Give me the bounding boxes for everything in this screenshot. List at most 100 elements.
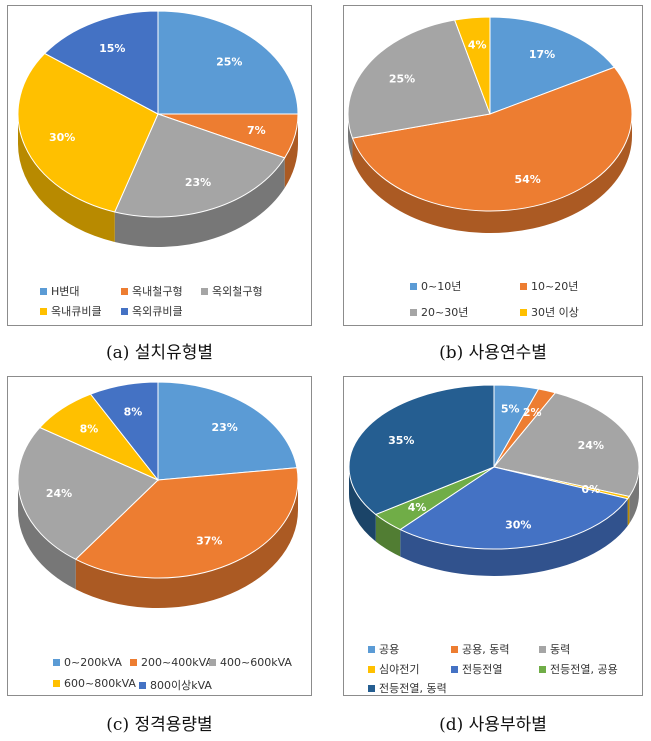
legend-label: 옥내큐비클 <box>51 305 102 318</box>
legend-label: 동력 <box>550 643 571 656</box>
pie-data-label: 23% <box>185 176 211 189</box>
legend-label: 800이상kVA <box>150 679 212 692</box>
legend-label: 옥외철구형 <box>212 285 263 298</box>
pie-slice <box>74 467 299 579</box>
pie-top-faces <box>347 16 633 212</box>
legend-swatch <box>539 665 546 673</box>
legend-swatch <box>410 308 417 316</box>
pie-slice <box>351 66 633 212</box>
pie-slice <box>157 381 298 481</box>
legend-label: 옥외큐비클 <box>132 305 183 318</box>
legend-swatch <box>121 287 128 295</box>
legend-swatch <box>209 659 216 666</box>
legend-label: 전등전열 <box>462 663 503 676</box>
legend-item: 옥외철구형 <box>201 283 263 299</box>
pie-slice <box>43 10 159 115</box>
pie-data-labels: 25% 7% 23% 30% 15% <box>49 42 266 189</box>
legend-swatch <box>410 282 417 290</box>
pie-chart-load-usage: 5% 2% 24% 0% 30% 4% 35% <box>348 384 640 576</box>
pie-data-label: 7% <box>247 124 266 137</box>
pie-slice-side <box>375 514 401 557</box>
caption-install-type: (a) 설치유형별 <box>105 343 213 363</box>
pie-slice <box>348 384 495 516</box>
pie-slice-side <box>348 114 353 161</box>
pie-side-walls <box>348 114 632 233</box>
legend-item: 20~30년 <box>410 304 468 320</box>
legend-item: 전등전열, 동력 <box>368 680 447 696</box>
legend-item: 30년 이상 <box>520 304 579 320</box>
legend-item: 심야전기 <box>368 661 419 677</box>
pie-slice-side <box>284 114 298 188</box>
pie-slice <box>493 392 640 498</box>
legend-item: 옥내큐비클 <box>40 303 102 319</box>
pie-data-label: 37% <box>196 535 222 548</box>
pie-chart-years-used: 17% 54% 25% 4% <box>347 16 633 233</box>
pie-data-label: 30% <box>49 131 75 144</box>
legend-item: 600~800kVA <box>53 677 136 690</box>
pie-slice <box>17 52 159 213</box>
legend-swatch <box>53 659 60 666</box>
legend-swatch <box>451 645 458 653</box>
pie-data-label: 25% <box>389 72 415 85</box>
caption-years-used: (b) 사용연수별 <box>439 343 547 363</box>
legend-item: 400~600kVA <box>209 656 292 669</box>
legend-item: 공용 <box>368 641 399 657</box>
pie-data-label: 35% <box>388 434 414 447</box>
legend-label: 심야전기 <box>379 663 420 676</box>
caption-load-usage: (d) 사용부하별 <box>439 715 547 735</box>
legend-label: 0~10년 <box>421 280 462 293</box>
pie-slice-side <box>18 480 76 590</box>
legend-item: 200~400kVA <box>130 656 213 669</box>
pie-slice-side <box>75 480 298 608</box>
pie-slice <box>454 16 491 115</box>
pie-slice-side <box>114 157 285 247</box>
pie-data-label: 54% <box>514 173 540 186</box>
chart-panel-rated-capacity: 23% 37% 24% 8% 8% 0~200kVA 200~400kVA 400~60… <box>7 376 312 696</box>
legend-item: 0~10년 <box>410 278 461 294</box>
legend-label: 옥내철구형 <box>132 285 183 298</box>
legend-item: 동력 <box>539 641 570 657</box>
legend-label: 전등전열, 공용 <box>550 663 618 676</box>
legend-swatch <box>520 308 527 316</box>
legend-swatch <box>121 307 128 315</box>
pie-data-labels: 23% 37% 24% 8% 8% <box>46 406 238 548</box>
legend-label: 400~600kVA <box>220 656 292 669</box>
legend-item: 800이상kVA <box>139 677 212 693</box>
pie-slice-side <box>349 467 376 542</box>
legend-label: 10~20년 <box>531 280 579 293</box>
pie-data-label: 0% <box>581 483 600 496</box>
pie-slice <box>17 426 159 560</box>
legend-swatch <box>40 287 47 295</box>
pie-data-label: 8% <box>80 423 99 436</box>
legend-swatch <box>201 287 208 295</box>
pie-slice-side <box>627 496 630 526</box>
pie-data-label: 8% <box>124 406 143 419</box>
pie-data-label: 23% <box>211 421 237 434</box>
legend-label: 30년 이상 <box>531 306 579 319</box>
legend-item: 옥내철구형 <box>121 283 183 299</box>
legend-label: 600~800kVA <box>64 677 136 690</box>
pie-top-faces <box>17 381 299 579</box>
legend-swatch <box>139 681 146 689</box>
pie-side-walls <box>18 114 298 247</box>
legend-swatch <box>53 680 60 687</box>
legend-item: 전등전열, 공용 <box>539 661 618 677</box>
legend-item: 10~20년 <box>520 278 578 294</box>
pie-data-label: 24% <box>578 439 604 452</box>
pie-chart-install-type: 25% 7% 23% 30% 15% <box>17 10 299 247</box>
legend-swatch <box>368 684 375 692</box>
pie-data-label: 24% <box>46 487 72 500</box>
pie-data-label: 2% <box>523 406 542 419</box>
legend-swatch <box>368 665 375 673</box>
legend-swatch <box>40 307 47 315</box>
pie-slice-side <box>400 498 628 576</box>
legend-item: 0~200kVA <box>53 656 122 669</box>
pie-top-faces <box>348 384 640 550</box>
pie-slice <box>114 113 286 218</box>
pie-data-label: 15% <box>99 42 125 55</box>
pie-side-walls <box>18 480 298 608</box>
legend-swatch <box>451 665 458 673</box>
legend-item: H변대 <box>40 283 80 299</box>
pie-slice <box>399 466 629 550</box>
pie-data-label: 4% <box>408 501 427 514</box>
